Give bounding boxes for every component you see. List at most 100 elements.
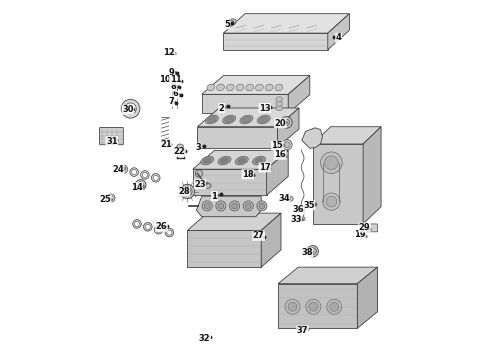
Polygon shape xyxy=(197,127,277,148)
Text: 23: 23 xyxy=(194,180,206,189)
Polygon shape xyxy=(223,33,328,50)
Ellipse shape xyxy=(143,172,147,177)
Text: 10: 10 xyxy=(159,76,171,85)
Ellipse shape xyxy=(309,248,316,255)
Text: 17: 17 xyxy=(259,163,270,172)
Ellipse shape xyxy=(255,158,263,163)
Polygon shape xyxy=(278,267,377,284)
Text: 8: 8 xyxy=(171,82,176,91)
Ellipse shape xyxy=(255,84,263,91)
Ellipse shape xyxy=(202,201,212,211)
Ellipse shape xyxy=(330,302,339,311)
Text: 4: 4 xyxy=(336,33,342,42)
Polygon shape xyxy=(313,144,363,224)
Polygon shape xyxy=(363,127,381,224)
Text: 30: 30 xyxy=(122,105,134,114)
Ellipse shape xyxy=(175,86,179,89)
Text: 9: 9 xyxy=(169,68,174,77)
Ellipse shape xyxy=(139,184,142,186)
Ellipse shape xyxy=(232,203,238,209)
Polygon shape xyxy=(187,213,281,230)
Ellipse shape xyxy=(204,203,210,209)
Ellipse shape xyxy=(196,170,202,177)
Text: 7: 7 xyxy=(169,97,174,106)
Ellipse shape xyxy=(225,117,234,122)
Ellipse shape xyxy=(222,115,236,124)
Ellipse shape xyxy=(220,158,228,163)
Ellipse shape xyxy=(207,84,215,91)
Ellipse shape xyxy=(218,203,224,209)
Polygon shape xyxy=(328,14,349,50)
Ellipse shape xyxy=(229,21,234,24)
Polygon shape xyxy=(202,94,288,113)
Ellipse shape xyxy=(170,52,175,55)
Text: 32: 32 xyxy=(199,334,211,343)
Ellipse shape xyxy=(121,167,126,172)
Ellipse shape xyxy=(252,156,266,165)
Ellipse shape xyxy=(205,115,219,124)
Ellipse shape xyxy=(309,302,318,311)
Ellipse shape xyxy=(259,117,268,122)
Ellipse shape xyxy=(177,94,182,97)
Ellipse shape xyxy=(107,194,115,202)
Polygon shape xyxy=(302,128,322,148)
Ellipse shape xyxy=(145,224,150,229)
Text: 13: 13 xyxy=(259,104,270,113)
Ellipse shape xyxy=(135,180,146,190)
Ellipse shape xyxy=(130,168,139,176)
Ellipse shape xyxy=(132,170,137,175)
Ellipse shape xyxy=(226,19,236,26)
Ellipse shape xyxy=(281,117,292,128)
Text: 27: 27 xyxy=(253,231,265,240)
Polygon shape xyxy=(223,14,349,33)
Text: 34: 34 xyxy=(278,194,290,203)
Text: 24: 24 xyxy=(112,165,124,174)
Ellipse shape xyxy=(176,144,184,151)
Ellipse shape xyxy=(141,171,149,179)
Text: 38: 38 xyxy=(301,248,313,257)
Text: 19: 19 xyxy=(354,230,366,239)
Ellipse shape xyxy=(235,156,248,165)
Text: 14: 14 xyxy=(131,183,143,192)
Ellipse shape xyxy=(275,84,283,91)
Ellipse shape xyxy=(243,201,253,211)
Ellipse shape xyxy=(154,225,163,234)
Ellipse shape xyxy=(283,119,290,126)
Ellipse shape xyxy=(285,299,300,314)
Text: 25: 25 xyxy=(99,195,111,204)
FancyBboxPatch shape xyxy=(365,224,377,232)
Polygon shape xyxy=(267,150,288,195)
Text: 22: 22 xyxy=(173,148,185,157)
Ellipse shape xyxy=(229,201,240,211)
Ellipse shape xyxy=(257,201,267,211)
Ellipse shape xyxy=(307,246,318,257)
Text: 20: 20 xyxy=(274,119,286,128)
Ellipse shape xyxy=(144,222,152,231)
Ellipse shape xyxy=(173,72,177,75)
Polygon shape xyxy=(193,169,267,195)
Ellipse shape xyxy=(180,184,195,199)
Polygon shape xyxy=(288,76,310,113)
Ellipse shape xyxy=(240,115,253,124)
Ellipse shape xyxy=(156,227,161,232)
Text: 29: 29 xyxy=(359,223,370,232)
Ellipse shape xyxy=(134,221,140,226)
Text: 1: 1 xyxy=(212,192,218,201)
Ellipse shape xyxy=(217,84,224,91)
Ellipse shape xyxy=(257,115,270,124)
Ellipse shape xyxy=(172,102,176,104)
Ellipse shape xyxy=(327,299,342,314)
Ellipse shape xyxy=(265,84,273,91)
Ellipse shape xyxy=(109,196,113,200)
Ellipse shape xyxy=(276,105,282,111)
Ellipse shape xyxy=(226,84,234,91)
Ellipse shape xyxy=(300,217,305,221)
Text: 6: 6 xyxy=(173,89,179,98)
Ellipse shape xyxy=(276,101,282,107)
Polygon shape xyxy=(278,284,357,328)
Text: 33: 33 xyxy=(291,215,302,224)
Text: 16: 16 xyxy=(274,150,286,159)
Ellipse shape xyxy=(178,80,181,82)
Text: 26: 26 xyxy=(156,222,168,231)
Text: 12: 12 xyxy=(164,48,175,57)
